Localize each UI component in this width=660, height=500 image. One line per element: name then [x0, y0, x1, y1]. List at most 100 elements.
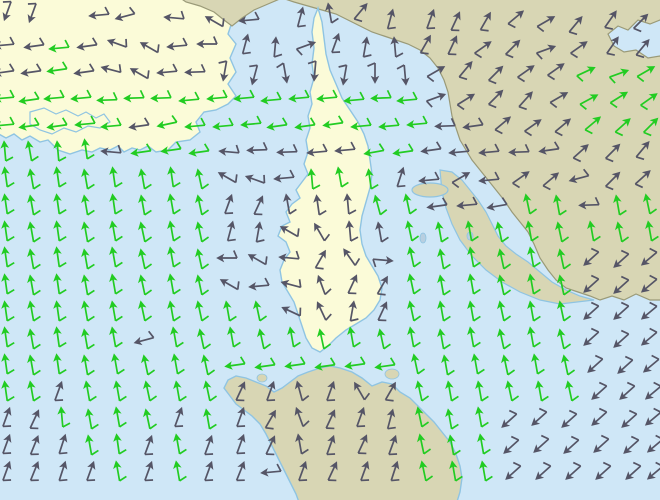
wind-barb [53, 246, 67, 268]
wind-barb [279, 226, 300, 238]
wind-barb [535, 461, 552, 480]
wind-barb [53, 166, 67, 188]
wind-barb [426, 8, 436, 30]
wind-barb [554, 118, 572, 137]
wind-barb [83, 380, 97, 402]
wind-barb [244, 174, 266, 184]
wind-barb [417, 433, 432, 455]
wind-barb [621, 409, 638, 428]
wind-barb [76, 37, 98, 51]
wind-barb [81, 328, 95, 350]
wind-barb [474, 41, 492, 59]
wind-barb [143, 380, 158, 402]
wind-barb [81, 138, 95, 160]
wind-barb [235, 461, 246, 482]
wind-barb [353, 2, 368, 23]
wind-barb [173, 380, 187, 402]
wind-barb [388, 434, 398, 456]
wind-barb [508, 143, 530, 157]
wind-barb [583, 247, 600, 266]
wind-barb [201, 354, 216, 376]
wind-barb [531, 407, 548, 426]
wind-barb [1, 380, 15, 402]
wind-barb [613, 249, 630, 268]
wind-barb [257, 328, 272, 350]
wind-barb [203, 380, 218, 402]
wind-barb [434, 117, 456, 131]
wind-barb [233, 89, 255, 103]
wind-barb [81, 300, 95, 322]
wind-barb [27, 328, 41, 350]
wind-barb [23, 37, 45, 51]
wind-barb [419, 34, 431, 55]
wind-barb [53, 193, 67, 215]
wind-barb [195, 168, 210, 190]
wind-barb [613, 329, 630, 348]
wind-barb [338, 64, 349, 86]
wind-barb [372, 256, 394, 268]
wind-barb [18, 91, 40, 105]
wind-barb [241, 33, 251, 55]
wind-barb [212, 117, 234, 131]
wind-barb [557, 328, 572, 350]
wind-barb [445, 408, 459, 430]
wind-barb [307, 168, 321, 190]
wind-barb [173, 433, 187, 455]
wind-barb [613, 194, 627, 216]
wind-barb [640, 93, 658, 111]
wind-barb [217, 172, 238, 184]
wind-barb [643, 193, 658, 215]
wind-barb [271, 36, 283, 58]
wind-barb [456, 93, 476, 111]
wind-barb [276, 143, 298, 157]
wind-barb [348, 300, 359, 322]
wind-barb [525, 220, 539, 242]
wind-barb [283, 193, 297, 215]
wind-barb [74, 115, 96, 129]
wind-barb [238, 11, 260, 25]
wind-barb [144, 460, 154, 482]
wind-barb [248, 277, 270, 291]
wind-barb [109, 220, 123, 242]
wind-barb [226, 220, 236, 242]
wind-barb [81, 274, 95, 296]
wind-barb [396, 64, 410, 86]
wind-barb [138, 274, 153, 296]
wind-barb [488, 89, 504, 109]
wind-barb [174, 406, 184, 428]
wind-barb [527, 300, 541, 322]
wind-barb [426, 197, 448, 211]
wind-barb [467, 326, 481, 348]
wind-barb [81, 221, 95, 243]
wind-barb [114, 6, 136, 22]
wind-barb [203, 408, 217, 430]
wind-barb [206, 89, 228, 103]
wind-barb [100, 64, 122, 74]
wind-barb [505, 380, 520, 402]
wind-barb [170, 326, 184, 348]
wind-barb [467, 300, 481, 322]
wind-barb [356, 406, 366, 428]
wind-barb [583, 274, 600, 293]
wind-barb [557, 248, 572, 270]
wind-barb [216, 250, 238, 263]
wind-barb [167, 220, 181, 242]
wind-barb [223, 300, 237, 322]
wind-barb [224, 193, 234, 215]
wind-barb [138, 300, 153, 322]
wind-barb [156, 63, 178, 77]
wind-barb [313, 194, 327, 216]
wind-barb [139, 42, 160, 54]
wind-barb [260, 463, 282, 477]
wind-barb [197, 328, 212, 350]
wind-barb [316, 274, 332, 296]
wind-barb [167, 246, 181, 268]
wind-barb [227, 326, 241, 348]
wind-barb [53, 140, 67, 162]
wind-barb [411, 353, 426, 375]
wind-barb [138, 248, 153, 270]
wind-barb [129, 68, 150, 80]
wind-barb [497, 300, 512, 322]
